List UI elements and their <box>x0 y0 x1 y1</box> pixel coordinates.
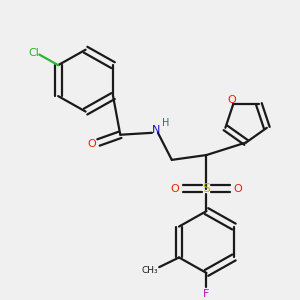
Text: F: F <box>203 289 210 299</box>
Text: Cl: Cl <box>28 48 39 58</box>
Text: H: H <box>162 118 169 128</box>
Text: O: O <box>87 140 96 149</box>
Text: S: S <box>202 182 211 195</box>
Text: CH₃: CH₃ <box>142 266 159 274</box>
Text: O: O <box>227 95 236 105</box>
Text: O: O <box>170 184 179 194</box>
Text: N: N <box>152 125 160 135</box>
Text: O: O <box>234 184 243 194</box>
